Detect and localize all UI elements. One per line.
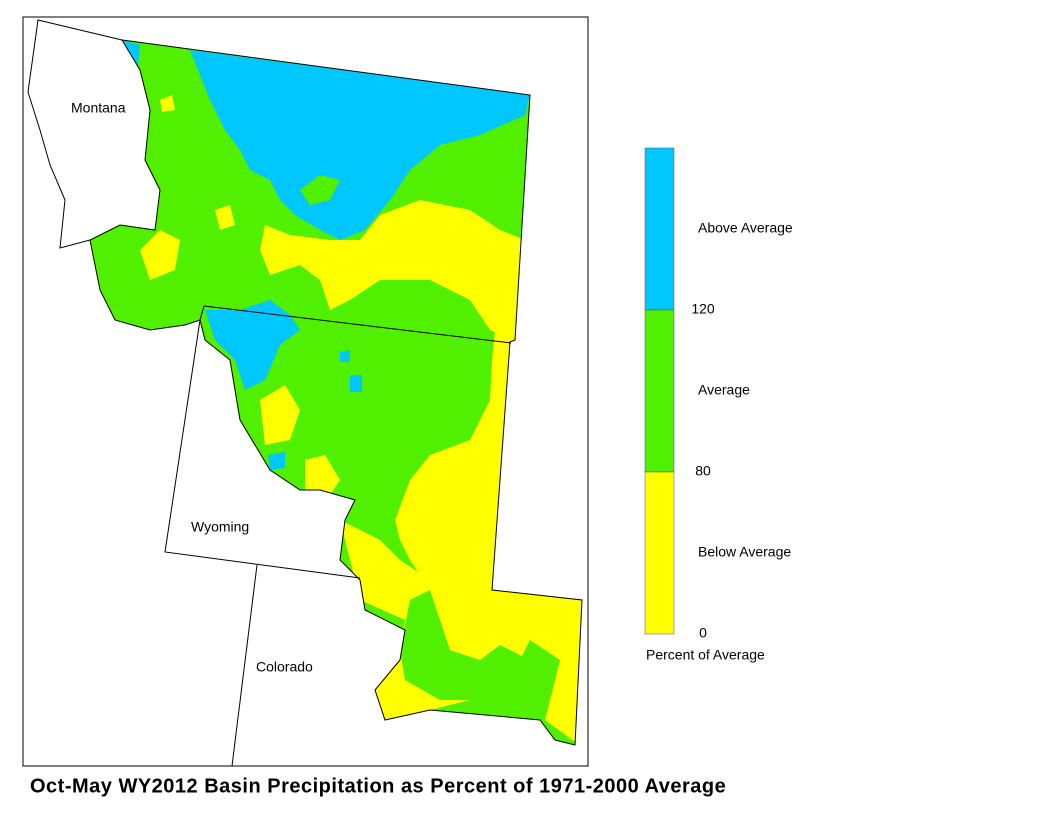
above-average-area bbox=[340, 350, 350, 362]
below-average-area bbox=[160, 95, 175, 112]
legend-class-label: Above Average bbox=[698, 220, 793, 236]
legend-swatch bbox=[644, 147, 675, 311]
legend-title: Percent of Average bbox=[646, 647, 765, 663]
average-area bbox=[400, 590, 530, 700]
above-average-area bbox=[190, 50, 530, 240]
below-average-area bbox=[140, 230, 180, 280]
legend-class-label: Below Average bbox=[698, 544, 791, 560]
state-label: Colorado bbox=[256, 659, 313, 675]
state-label: Montana bbox=[71, 100, 126, 116]
above-average-area bbox=[350, 375, 362, 392]
montana-border bbox=[27, 19, 123, 249]
map-title: Oct-May WY2012 Basin Precipitation as Pe… bbox=[30, 775, 726, 797]
above-average-area bbox=[205, 300, 300, 390]
legend: Above Average Average Below Average 0 80 120 P… bbox=[644, 147, 793, 663]
below-average-area bbox=[305, 455, 340, 495]
montana-wyoming-border bbox=[203, 305, 512, 344]
below-average-area bbox=[260, 385, 300, 445]
legend-tick-label: 120 bbox=[691, 301, 715, 317]
legend-swatch bbox=[644, 309, 675, 473]
legend-tick-label: 0 bbox=[699, 625, 707, 641]
below-average-area bbox=[395, 330, 520, 600]
legend-class-label: Average bbox=[698, 382, 750, 398]
below-average-area bbox=[260, 200, 525, 345]
legend-tick-label: 80 bbox=[695, 463, 711, 479]
below-average-area bbox=[215, 205, 235, 230]
colorado-border bbox=[231, 564, 258, 767]
state-label: Wyoming bbox=[191, 519, 249, 535]
wyoming-border bbox=[164, 305, 361, 579]
average-area bbox=[300, 175, 340, 205]
legend-swatch bbox=[644, 471, 675, 635]
below-average-area bbox=[340, 520, 582, 745]
above-average-area bbox=[268, 452, 285, 470]
basin-outline bbox=[89, 39, 583, 746]
